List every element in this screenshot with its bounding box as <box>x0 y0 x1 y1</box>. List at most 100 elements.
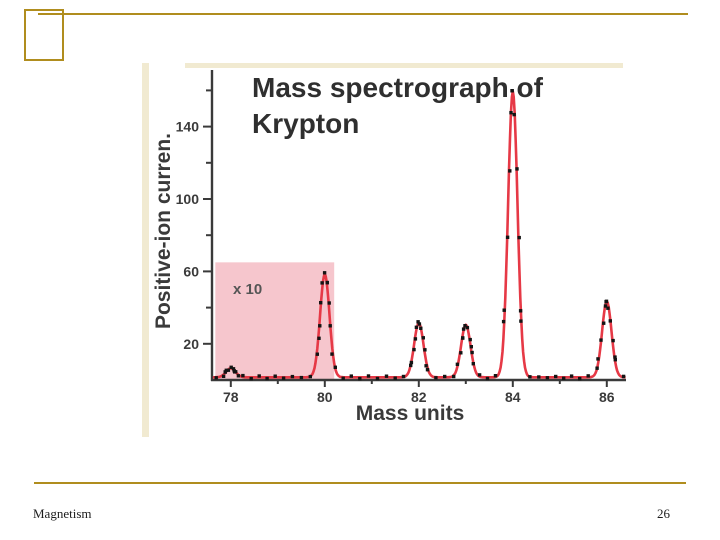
data-point <box>273 374 277 378</box>
data-point <box>320 281 324 285</box>
data-point <box>425 368 430 372</box>
data-point <box>401 374 406 379</box>
data-point <box>545 376 550 380</box>
data-point <box>471 362 475 366</box>
chart-scan-edge-top <box>185 63 623 68</box>
chart-scan-edge-left <box>142 63 149 437</box>
data-point <box>459 351 463 355</box>
x-tick-label: 84 <box>505 389 521 405</box>
data-point <box>325 280 329 285</box>
data-point <box>493 374 498 378</box>
data-point <box>322 271 327 275</box>
data-point <box>603 304 608 308</box>
data-point <box>265 376 269 381</box>
data-point <box>604 299 609 303</box>
data-point <box>221 374 226 378</box>
data-point <box>586 374 590 378</box>
data-point <box>290 374 295 379</box>
data-point <box>502 308 506 312</box>
data-point <box>608 319 612 323</box>
data-point <box>317 336 321 340</box>
y-tick-label: 100 <box>176 191 200 207</box>
data-point <box>517 235 521 240</box>
data-point <box>423 348 427 352</box>
data-point <box>518 309 523 313</box>
y-tick-label: 60 <box>183 263 199 279</box>
data-point <box>224 368 228 372</box>
data-point <box>452 374 456 379</box>
data-point <box>461 336 465 340</box>
data-point <box>409 363 413 368</box>
x-tick-label: 78 <box>223 389 239 405</box>
data-point <box>327 301 331 305</box>
data-point <box>417 322 422 326</box>
data-point <box>606 306 610 310</box>
slide-top-rule <box>38 13 688 15</box>
data-point <box>621 374 626 379</box>
data-point <box>596 357 600 361</box>
data-point <box>299 375 304 380</box>
data-point <box>595 366 599 370</box>
x-tick-label: 80 <box>317 389 333 405</box>
slide-corner-decoration <box>24 9 64 61</box>
data-point <box>241 373 245 378</box>
data-point <box>611 338 615 343</box>
data-point <box>455 362 460 366</box>
data-point <box>234 370 238 374</box>
data-point <box>501 319 506 324</box>
data-point <box>509 111 513 115</box>
data-point <box>366 374 371 378</box>
data-point <box>461 327 466 331</box>
data-point <box>226 368 231 372</box>
data-point <box>463 324 467 328</box>
data-point <box>231 367 236 371</box>
y-tick-label: 20 <box>183 336 199 352</box>
mass-spectrograph-chart: 20 60 100 140 78 80 82 84 86 <box>176 70 626 405</box>
data-point <box>468 337 472 342</box>
data-point <box>416 320 420 324</box>
y-tick-label: 140 <box>176 119 200 135</box>
data-point <box>419 326 423 330</box>
data-point <box>330 352 334 356</box>
data-point <box>349 374 353 378</box>
magnification-label: x 10 <box>233 281 263 298</box>
data-point <box>412 347 416 352</box>
data-point <box>318 324 322 328</box>
data-point <box>308 374 312 379</box>
data-point <box>257 374 261 378</box>
data-point <box>393 376 397 380</box>
data-point <box>512 112 516 117</box>
x-axis-label: Mass units <box>355 402 465 425</box>
data-point <box>510 89 514 93</box>
data-point <box>315 352 319 356</box>
data-point <box>519 319 523 323</box>
x-tick-label: 86 <box>599 389 615 405</box>
data-point <box>319 301 323 305</box>
data-point <box>409 360 414 365</box>
data-point <box>413 337 418 341</box>
data-point <box>537 375 541 379</box>
data-point <box>554 374 558 379</box>
data-point <box>465 325 470 330</box>
data-point <box>328 324 332 328</box>
data-point <box>249 376 253 381</box>
data-point <box>421 336 425 340</box>
data-point <box>562 376 566 380</box>
data-point <box>470 350 474 355</box>
data-point <box>505 235 510 239</box>
slide-bottom-rule <box>34 482 686 484</box>
slide-page-number: 26 <box>657 506 670 521</box>
data-point <box>602 321 606 325</box>
data-point <box>578 376 582 381</box>
slide-footer-title: Magnetism <box>33 506 92 521</box>
data-point <box>515 167 519 171</box>
data-point <box>341 376 345 380</box>
data-point <box>214 376 218 380</box>
chart-title: Mass spectrograph of Krypton <box>252 72 543 140</box>
data-point <box>424 364 428 368</box>
data-point <box>443 374 447 379</box>
data-point <box>469 345 473 349</box>
data-point <box>384 374 389 378</box>
data-point <box>375 376 380 381</box>
data-point <box>434 376 438 380</box>
